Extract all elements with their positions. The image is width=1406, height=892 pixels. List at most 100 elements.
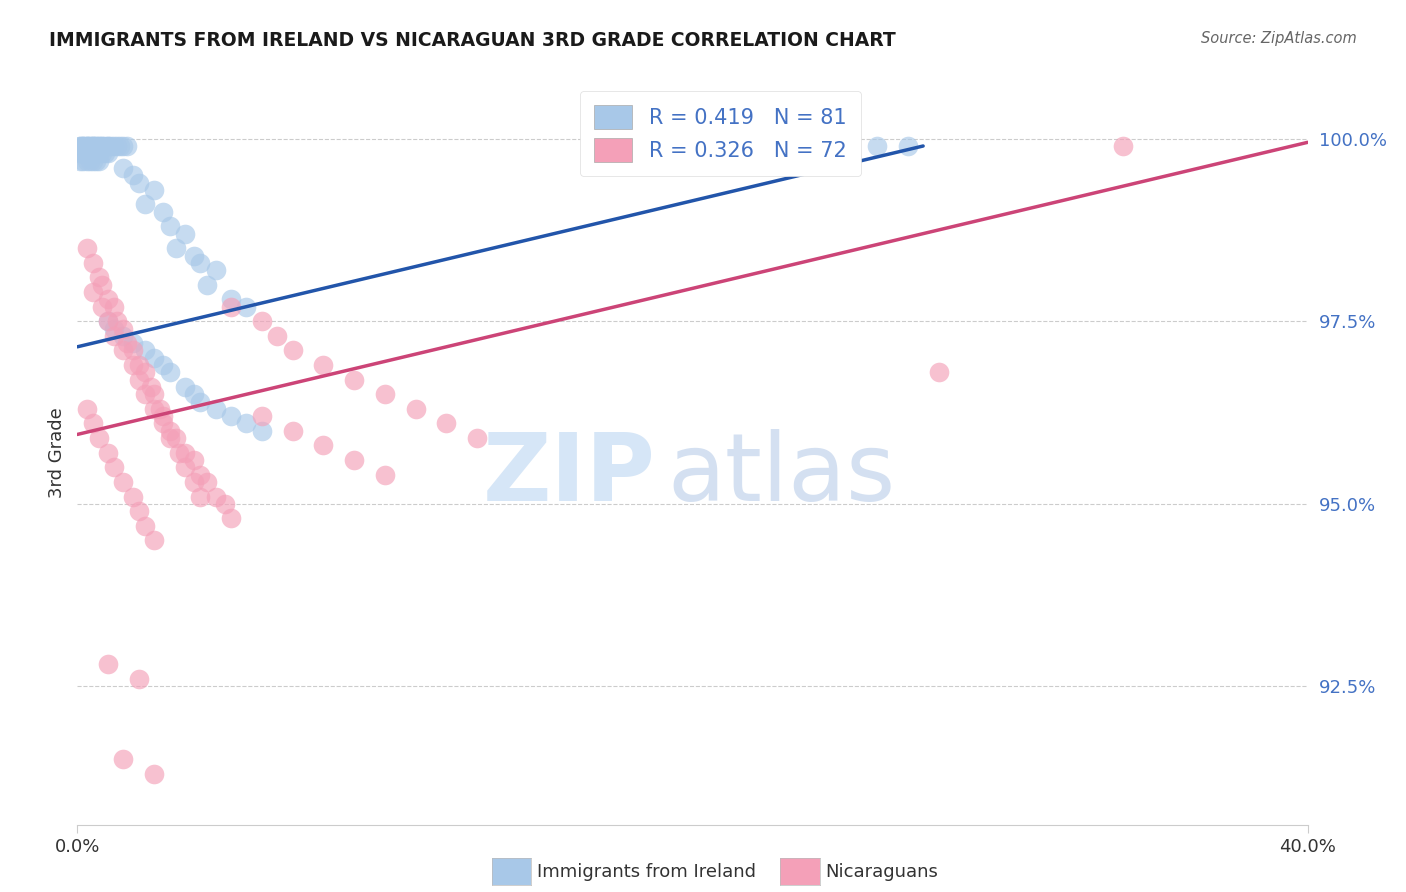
Point xyxy=(82,139,104,153)
Point xyxy=(204,490,226,504)
Point xyxy=(76,139,98,153)
Point xyxy=(143,351,166,365)
Point xyxy=(219,293,242,307)
Point xyxy=(128,176,150,190)
Point xyxy=(195,277,218,292)
Point xyxy=(90,300,114,314)
Point xyxy=(72,139,94,153)
Point xyxy=(72,139,94,153)
Point xyxy=(72,139,94,153)
Point xyxy=(711,153,734,168)
Point xyxy=(159,431,181,445)
Point xyxy=(103,300,125,314)
Point xyxy=(188,467,212,482)
Point xyxy=(87,139,110,153)
Point xyxy=(103,139,125,153)
Point xyxy=(436,417,458,431)
Point xyxy=(72,146,94,161)
Point xyxy=(250,314,273,328)
Point xyxy=(112,343,135,358)
Y-axis label: 3rd Grade: 3rd Grade xyxy=(48,408,66,498)
Point xyxy=(235,300,257,314)
Point xyxy=(69,139,91,153)
Point xyxy=(204,401,226,416)
Point xyxy=(134,365,156,379)
Text: ZIP: ZIP xyxy=(482,429,655,521)
Point xyxy=(250,409,273,424)
Point xyxy=(343,453,366,467)
Point xyxy=(79,139,101,153)
Point xyxy=(143,767,166,781)
Point xyxy=(134,343,156,358)
Point xyxy=(82,139,104,153)
Point xyxy=(174,227,197,241)
Point xyxy=(165,431,187,445)
Point xyxy=(90,146,114,161)
Point xyxy=(682,139,704,153)
Point xyxy=(82,139,104,153)
Point xyxy=(112,752,135,766)
Point xyxy=(866,139,889,153)
Point xyxy=(128,672,150,686)
Point xyxy=(110,139,132,153)
Point xyxy=(121,336,143,351)
Point xyxy=(76,153,98,168)
Point xyxy=(87,139,110,153)
Point xyxy=(87,431,110,445)
Point xyxy=(159,424,181,438)
Point xyxy=(742,139,765,153)
Point xyxy=(134,197,156,211)
Point xyxy=(90,277,114,292)
Point xyxy=(159,219,181,234)
Text: IMMIGRANTS FROM IRELAND VS NICARAGUAN 3RD GRADE CORRELATION CHART: IMMIGRANTS FROM IRELAND VS NICARAGUAN 3R… xyxy=(49,31,896,50)
Point xyxy=(97,446,120,460)
Point xyxy=(204,263,226,277)
Point xyxy=(115,336,138,351)
Point xyxy=(188,256,212,270)
Point xyxy=(76,401,98,416)
Point xyxy=(312,438,335,452)
Point xyxy=(219,511,242,525)
Point xyxy=(94,139,117,153)
Point xyxy=(69,139,91,153)
Point xyxy=(152,204,174,219)
Point xyxy=(82,285,104,299)
Point xyxy=(188,490,212,504)
Point xyxy=(128,504,150,518)
Point xyxy=(84,139,107,153)
Point xyxy=(87,270,110,285)
Point xyxy=(76,139,98,153)
Point xyxy=(112,161,135,175)
Point xyxy=(465,431,488,445)
Point xyxy=(195,475,218,489)
Point xyxy=(141,380,163,394)
Point xyxy=(97,657,120,672)
Point xyxy=(82,146,104,161)
Text: Nicaraguans: Nicaraguans xyxy=(825,863,938,881)
Point xyxy=(143,387,166,401)
Point xyxy=(374,467,396,482)
Point xyxy=(121,358,143,372)
Point xyxy=(76,146,98,161)
Point xyxy=(97,139,120,153)
Point xyxy=(235,417,257,431)
Point xyxy=(90,139,114,153)
Point xyxy=(112,475,135,489)
Point xyxy=(69,153,91,168)
Point xyxy=(143,533,166,548)
Point xyxy=(174,380,197,394)
Point xyxy=(143,401,166,416)
Point xyxy=(115,139,138,153)
Point xyxy=(72,153,94,168)
Point xyxy=(97,293,120,307)
Text: atlas: atlas xyxy=(668,429,896,521)
Point xyxy=(82,153,104,168)
Text: Immigrants from Ireland: Immigrants from Ireland xyxy=(537,863,756,881)
Point xyxy=(76,241,98,255)
Point xyxy=(97,139,120,153)
Point xyxy=(121,168,143,182)
Point xyxy=(84,139,107,153)
Point xyxy=(405,401,427,416)
Point xyxy=(152,358,174,372)
Point xyxy=(897,139,920,153)
